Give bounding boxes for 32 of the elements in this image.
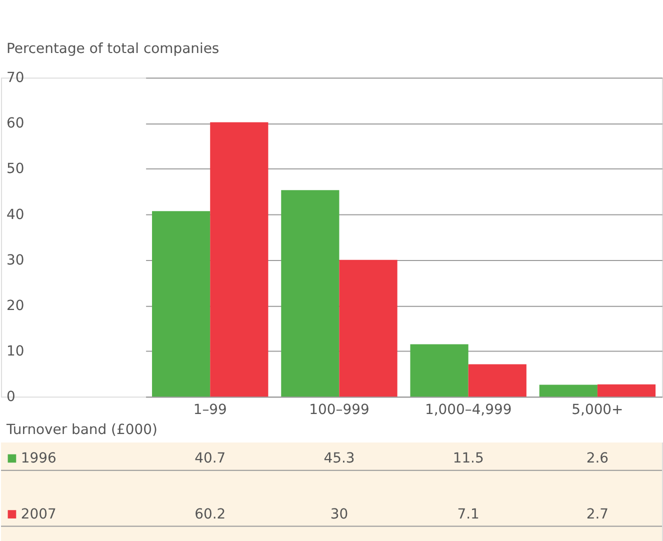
bar — [210, 122, 268, 397]
bar — [339, 260, 398, 397]
data-label: 7.1 — [457, 506, 480, 522]
data-label: 2.7 — [586, 506, 609, 522]
y-tick-label: 40 — [6, 206, 24, 223]
y-tick-label: 10 — [6, 344, 24, 360]
y-tick-label: 60 — [6, 116, 24, 132]
bar — [152, 211, 210, 397]
data-label: 60.2 — [194, 506, 226, 522]
y-tick-label: 70 — [6, 70, 24, 86]
y-tick-label: 30 — [6, 252, 24, 268]
y-tick-label: 50 — [6, 161, 24, 178]
bar — [410, 344, 468, 397]
bar — [468, 364, 526, 397]
legend-label: 2007 — [20, 506, 56, 522]
y-tick-label: 20 — [6, 298, 24, 314]
data-label: 30 — [330, 506, 348, 522]
bar — [597, 384, 656, 397]
y-axis-title: Percentage of total companies — [6, 41, 220, 58]
bar — [539, 384, 598, 397]
x-axis-title: Turnover band (£000) — [5, 422, 158, 438]
data-label: 40.7 — [194, 450, 226, 466]
data-label: 45.3 — [324, 450, 355, 466]
x-tick-label: 5,000+ — [572, 402, 624, 418]
legend-label: 1996 — [20, 450, 56, 466]
x-tick-label: 100–999 — [309, 402, 370, 418]
data-label: 2.6 — [586, 450, 609, 466]
bar — [281, 190, 340, 397]
data-label: 11.5 — [452, 450, 484, 466]
y-tick-label: 0 — [6, 389, 16, 406]
x-tick-label: 1–99 — [193, 402, 227, 418]
x-tick-label: 1,000–4,999 — [424, 402, 512, 418]
